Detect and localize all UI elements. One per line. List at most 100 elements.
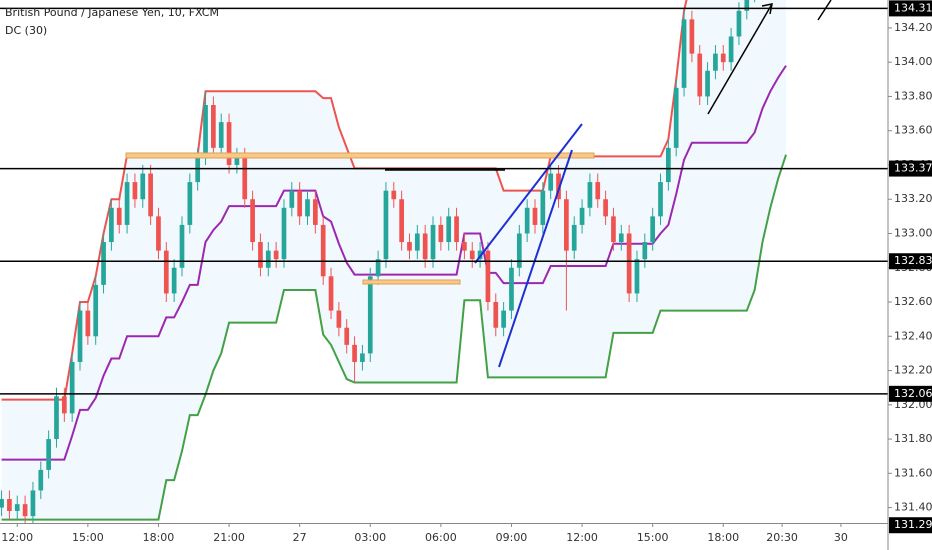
x-tick-label: 15:00 <box>72 531 104 544</box>
y-tick-label: 131.600 <box>894 466 932 479</box>
x-tick-label: 27 <box>293 531 307 544</box>
candle-body <box>736 10 742 37</box>
candle-body <box>179 224 185 268</box>
candle-body <box>571 224 577 251</box>
chart-title: British Pound / Japanese Yen, 10, FXCM <box>5 6 219 19</box>
candle-body <box>0 499 4 508</box>
candle-body <box>273 250 279 260</box>
plot-area <box>0 0 888 523</box>
candle-body <box>305 199 310 217</box>
candle-body <box>156 216 161 251</box>
candle-body <box>352 344 357 362</box>
arrow-head <box>761 3 773 15</box>
candle-body <box>705 70 710 97</box>
candle-body <box>556 173 561 200</box>
candle-body <box>77 310 83 362</box>
candle-body <box>391 190 397 200</box>
candles <box>0 0 756 523</box>
candle-body <box>132 182 138 200</box>
candle-body <box>579 207 585 225</box>
channel-fill <box>1 0 787 520</box>
candle-body <box>673 87 679 148</box>
candle-body <box>14 504 20 512</box>
y-tick-label: 134.000 <box>894 55 932 68</box>
y-tick-label: 133.800 <box>894 89 932 102</box>
candle-body <box>697 53 703 97</box>
candle-body <box>414 233 420 251</box>
level-label: 133.379 <box>894 162 932 175</box>
x-tick-label: 20:30 <box>766 531 798 544</box>
candle-body <box>328 276 334 311</box>
x-tick-label: 18:00 <box>707 531 739 544</box>
candle-body <box>109 207 114 243</box>
candle-body <box>250 199 255 243</box>
candle-body <box>124 182 130 225</box>
candle-body <box>258 242 263 268</box>
y-tick-label: 131.400 <box>894 501 932 514</box>
trend-line <box>474 123 583 264</box>
candle-body <box>54 396 59 440</box>
candle-body <box>430 224 436 260</box>
candle-body <box>281 207 287 260</box>
candle-body <box>650 216 656 243</box>
candle-body <box>611 216 616 243</box>
candle-body <box>540 190 546 225</box>
x-tick-label: 06:00 <box>425 531 457 544</box>
level-badge <box>889 160 932 177</box>
candle-body <box>438 224 444 243</box>
candle-body <box>320 224 326 277</box>
level-label: 132.064 <box>894 387 932 400</box>
candle-body <box>312 199 318 225</box>
x-tick-label: 30 <box>834 531 848 544</box>
candle-body <box>744 0 750 11</box>
candle-body <box>30 490 36 517</box>
drawings <box>125 0 832 368</box>
candle-body <box>336 310 342 328</box>
candle-body <box>516 233 522 268</box>
candle-body <box>642 242 648 260</box>
x-tick-label: 18:00 <box>143 531 175 544</box>
candle-body <box>399 199 404 243</box>
y-tick-label: 132.600 <box>894 295 932 308</box>
trend-line <box>707 3 773 115</box>
x-tick-label: 21:00 <box>213 531 245 544</box>
candle-body <box>485 250 491 303</box>
candle-body <box>469 250 475 260</box>
candle-body <box>587 182 593 208</box>
levels <box>0 7 888 395</box>
x-tick-label: 15:00 <box>637 531 669 544</box>
x-tick-label: 09:00 <box>496 531 528 544</box>
trend-line <box>498 149 573 368</box>
candle-body <box>171 267 177 294</box>
candle-body <box>509 267 514 311</box>
y-tick-label: 132.400 <box>894 329 932 342</box>
candle-body <box>375 259 381 277</box>
indicator-label: DC (30) <box>5 24 47 37</box>
candle-body <box>501 310 506 328</box>
x-tick-label: 12:00 <box>1 531 33 544</box>
y-tick-label: 133.600 <box>894 124 932 137</box>
candle-body <box>46 439 51 470</box>
candle-body <box>7 499 12 512</box>
candle-body <box>148 173 153 217</box>
candle-body <box>234 156 240 165</box>
candle-body <box>203 105 208 157</box>
level-badge <box>889 517 932 534</box>
candle-body <box>548 173 554 191</box>
candle-body <box>226 122 232 165</box>
candle-body <box>626 233 632 294</box>
candle-body <box>22 504 28 517</box>
candle-body <box>462 242 467 251</box>
candle-body <box>297 190 303 217</box>
level-badge <box>889 385 932 402</box>
candle-body <box>564 199 569 251</box>
candle-body <box>38 469 44 491</box>
candle-body <box>61 396 67 414</box>
candle-body <box>218 122 224 148</box>
candle-body <box>658 182 663 217</box>
candle-body <box>493 302 499 328</box>
level-label: 132.838 <box>894 254 932 267</box>
level-label: 134.314 <box>894 1 932 14</box>
